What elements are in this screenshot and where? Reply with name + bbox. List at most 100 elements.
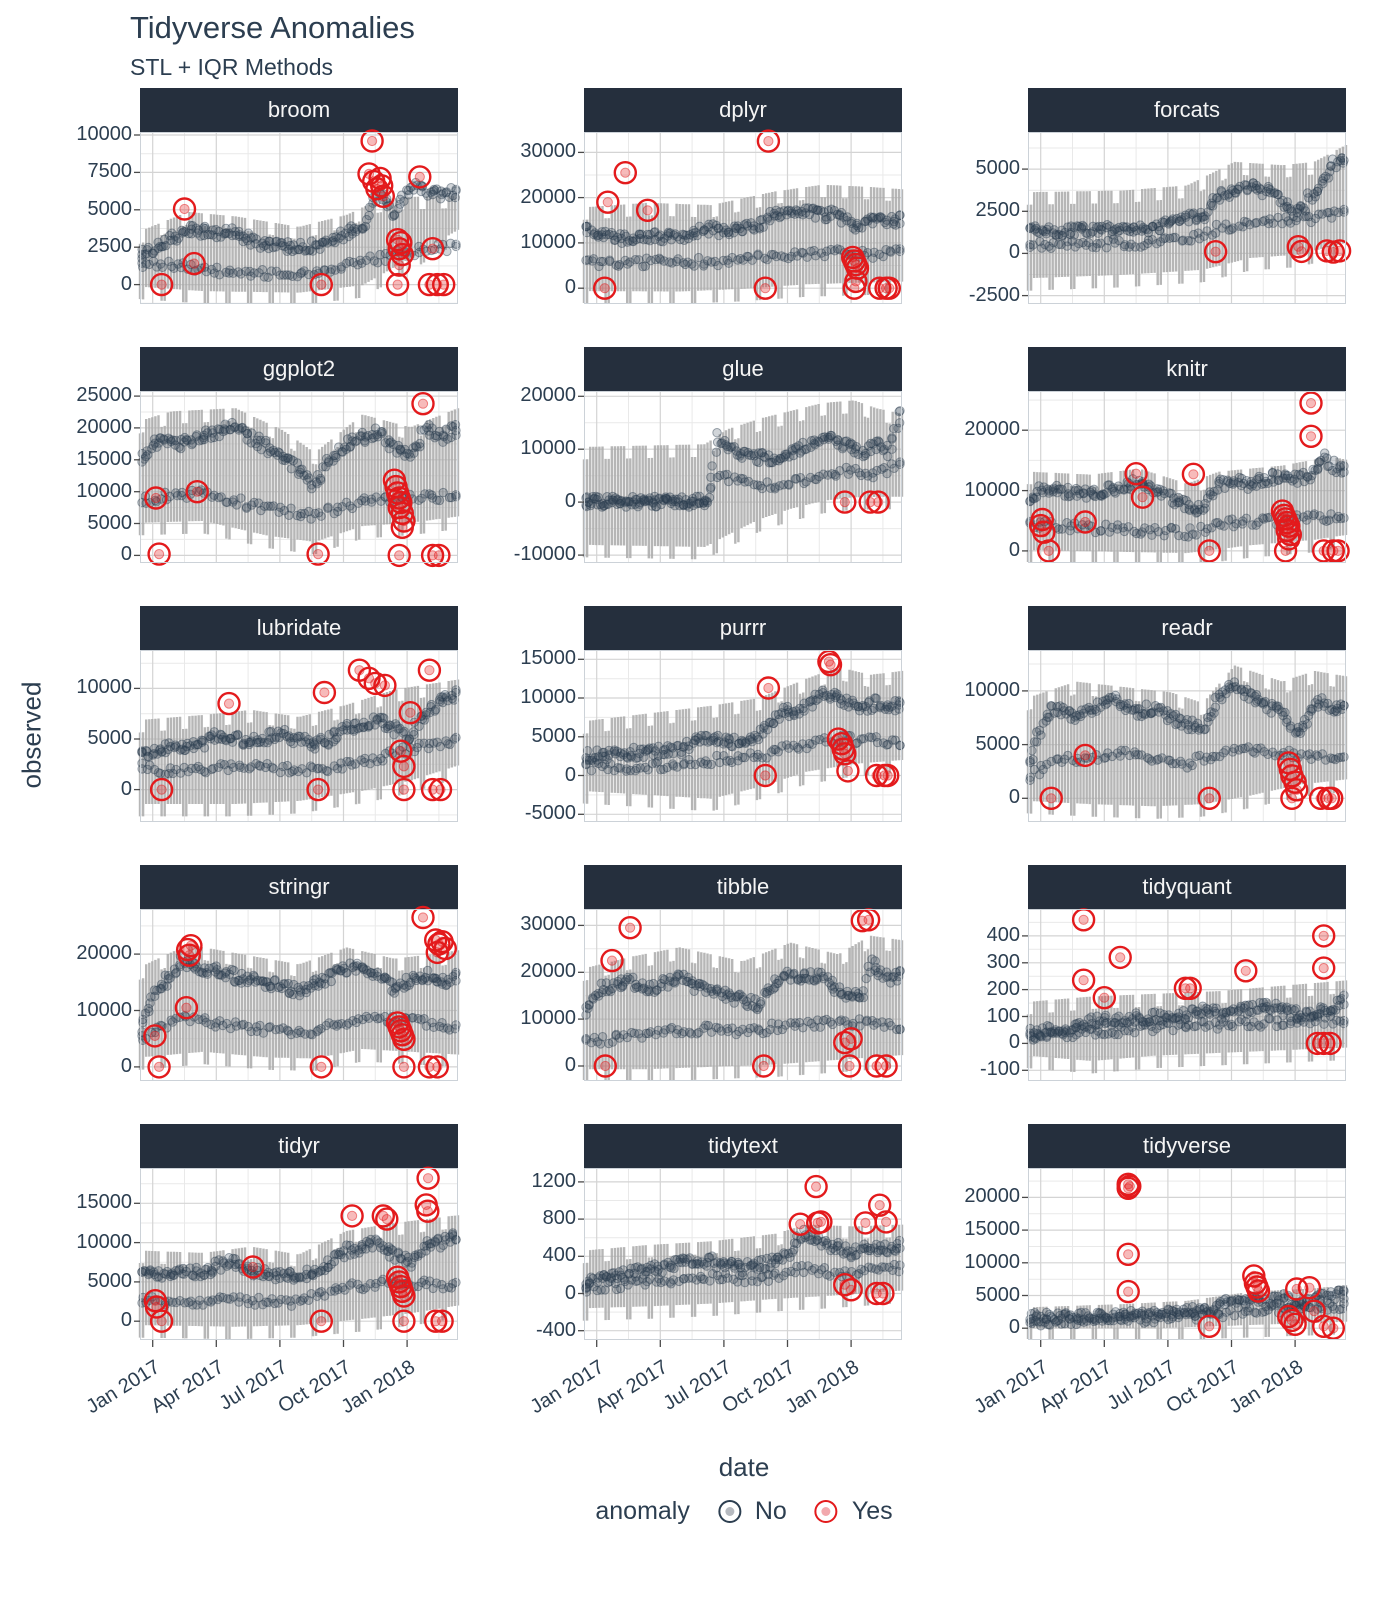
y-tick-label: 15000 <box>520 647 576 670</box>
facet-label: broom <box>267 97 331 122</box>
facet-plot-tibble <box>578 908 905 1081</box>
facet-tidyquant: -100 0 100 200 300 400 tidyquant <box>902 865 1349 1124</box>
y-tick-label: 0 <box>1008 1316 1020 1339</box>
facet-tidyverse: 0 5000 10000 15000 20000 tidyverse Jan 2017 Apr… <box>902 1124 1349 1418</box>
y-tick-label: 10000 <box>964 678 1020 701</box>
facet-label: dplyr <box>719 97 767 122</box>
anomaly-no-dot <box>724 1507 734 1516</box>
y-tick-label: 300 <box>986 950 1020 973</box>
y-tick-label: 0 <box>120 1309 132 1332</box>
y-tick-label: 0 <box>1008 786 1020 809</box>
facet-label: lubridate <box>256 615 342 640</box>
facet-label: tibble <box>716 874 770 899</box>
facet-broom: 0 2500 5000 7500 10000 broom <box>14 88 461 347</box>
y-tick-label: 10000 <box>520 1007 576 1030</box>
x-axis-labels: Jan 2017 Apr 2017 Jul 2017 Oct 2017 Jan 2018 <box>83 1350 458 1420</box>
facet-plot-broom <box>134 129 461 304</box>
y-tick-label: 400 <box>986 923 1020 946</box>
y-axis-lubridate: 0 5000 10000 <box>14 606 140 865</box>
y-axis-knitr: 0 10000 20000 <box>902 347 1028 606</box>
facet-tibble: 0 10000 20000 30000 tibble <box>458 865 905 1124</box>
y-axis-tidytext: -400 0 400 800 1200 <box>458 1124 584 1383</box>
y-tick-label: 20000 <box>76 415 132 438</box>
facet-plot-knitr <box>1022 391 1350 563</box>
y-axis-broom: 0 2500 5000 7500 10000 <box>14 88 140 347</box>
y-tick-label: 0 <box>120 543 132 566</box>
y-tick-label: 0 <box>1008 538 1020 561</box>
facet-label: tidyquant <box>1142 874 1232 899</box>
facet-strip: tidyverse <box>1028 1124 1346 1168</box>
facet-readr: 0 5000 10000 readr <box>902 606 1349 865</box>
y-tick-label: 20000 <box>520 185 576 208</box>
y-axis-tibble: 0 10000 20000 30000 <box>458 865 584 1124</box>
facet-strip: stringr <box>140 865 458 909</box>
y-tick-label: 2500 <box>975 199 1021 222</box>
facet-label: forcats <box>1153 97 1221 122</box>
legend-item-yes: Yes <box>814 1497 893 1526</box>
facet-strip: tidytext <box>584 1124 902 1168</box>
facet-plot-readr <box>1022 650 1349 822</box>
y-tick-label: 10000 <box>520 437 576 460</box>
facet-label: ggplot2 <box>262 356 336 381</box>
y-tick-label: 7500 <box>87 160 133 183</box>
y-tick-label: 25000 <box>76 384 132 407</box>
facet-plot-purrr <box>578 649 905 822</box>
facet-strip: purrr <box>584 606 902 650</box>
facet-plot-tidyverse <box>1022 1168 1349 1347</box>
facet-plot-tidyr <box>134 1166 461 1347</box>
y-tick-label: 20000 <box>964 1185 1020 1208</box>
x-tick-label: Apr 2017 <box>1035 1356 1116 1418</box>
y-tick-label: 15000 <box>76 447 132 470</box>
facet-strip: dplyr <box>584 88 902 132</box>
facet-plot-glue <box>578 391 905 563</box>
legend-title: anomaly <box>595 1497 690 1525</box>
y-tick-label: 5000 <box>87 511 133 534</box>
y-tick-label: 0 <box>564 490 576 513</box>
facet-plot-ggplot2 <box>134 391 461 568</box>
facet-plot-lubridate <box>134 650 461 822</box>
y-tick-label: 0 <box>1008 1031 1020 1054</box>
y-tick-label: 5000 <box>87 727 133 750</box>
y-tick-label: 5000 <box>975 1283 1021 1306</box>
y-tick-label: 10000 <box>76 998 132 1021</box>
y-tick-label: -2500 <box>968 283 1020 306</box>
y-tick-label: 10000 <box>76 479 132 502</box>
y-axis-title: observed <box>16 681 47 789</box>
plot-title: Tidyverse Anomalies <box>130 10 415 45</box>
facet-glue: -10000 0 10000 20000 glue <box>458 347 905 606</box>
facet-grid: 0 2500 5000 7500 10000 broom 0 10000 20000 30000 d… <box>14 88 1352 1418</box>
facet-label: tidytext <box>708 1133 778 1158</box>
y-tick-label: 0 <box>1008 241 1020 264</box>
y-axis-purrr: -5000 0 5000 10000 15000 <box>458 606 584 865</box>
legend-yes-label: Yes <box>851 1497 893 1525</box>
facet-knitr: 0 10000 20000 knitr <box>902 347 1350 606</box>
x-axis-labels: Jan 2017 Apr 2017 Jul 2017 Oct 2017 Jan 2018 <box>527 1350 902 1420</box>
facet-strip: tidyquant <box>1028 865 1346 909</box>
y-tick-label: 0 <box>564 276 576 299</box>
legend: anomaly No Yes <box>595 1497 892 1526</box>
facet-label: readr <box>1161 615 1213 640</box>
y-tick-label: 0 <box>564 763 576 786</box>
y-tick-label: 0 <box>120 272 132 295</box>
y-axis-glue: -10000 0 10000 20000 <box>458 347 584 606</box>
plot-subtitle: STL + IQR Methods <box>130 54 334 80</box>
facet-label: tidyverse <box>1142 1133 1232 1158</box>
y-tick-label: 30000 <box>520 140 576 163</box>
y-tick-label: 15000 <box>964 1218 1020 1241</box>
y-tick-label: 10000 <box>520 686 576 709</box>
facet-strip: readr <box>1028 606 1346 650</box>
y-tick-label: -5000 <box>524 802 576 825</box>
facet-label: glue <box>722 356 764 381</box>
x-axis-labels: Jan 2017 Apr 2017 Jul 2017 Oct 2017 Jan 2018 <box>971 1350 1346 1420</box>
facet-label: tidyr <box>278 1133 320 1158</box>
y-axis-stringr: 0 10000 20000 <box>14 865 140 1124</box>
facet-plot-tidytext <box>578 1168 905 1347</box>
facet-strip: lubridate <box>140 606 458 650</box>
y-tick-label: 0 <box>564 1281 576 1304</box>
y-tick-label: -10000 <box>513 543 576 566</box>
facet-stringr: 0 10000 20000 stringr <box>14 865 461 1124</box>
facet-strip: ggplot2 <box>140 347 458 391</box>
facet-label: purrr <box>719 615 767 640</box>
facet-strip: glue <box>584 347 902 391</box>
facet-strip: broom <box>140 88 458 132</box>
